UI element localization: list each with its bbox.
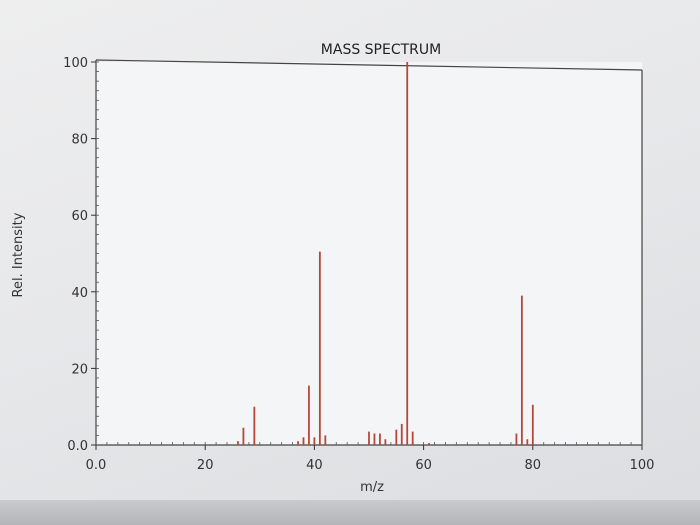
x-axis-label: m/z: [360, 480, 384, 495]
x-tick-label: 20: [197, 458, 214, 473]
plot-border-top: [95, 59, 643, 71]
y-tick-label: 20: [71, 362, 88, 377]
x-tick-label: 40: [306, 458, 323, 473]
monitor-bezel: [0, 500, 700, 525]
y-axis-ticks: 0.0 20 40 60 80 100: [63, 56, 96, 454]
y-tick-label: 60: [71, 209, 88, 224]
x-tick-label: 80: [525, 458, 542, 473]
y-tick-label: 40: [71, 286, 88, 301]
y-tick-label: 80: [71, 133, 88, 148]
x-tick-label: 100: [630, 458, 655, 473]
chart-title: MASS SPECTRUM: [321, 42, 441, 58]
y-tick-label: 0.0: [67, 439, 88, 454]
plot-background: [96, 62, 642, 445]
x-tick-label: 60: [415, 458, 432, 473]
x-axis-ticks: 0.0 20 40 60 80 100: [86, 445, 655, 473]
y-axis-label: Rel. Intensity: [11, 212, 26, 297]
x-tick-label: 0.0: [86, 458, 107, 473]
plot-area: [95, 59, 643, 446]
y-tick-label: 100: [63, 56, 88, 71]
spectrum-peaks: [237, 62, 534, 445]
